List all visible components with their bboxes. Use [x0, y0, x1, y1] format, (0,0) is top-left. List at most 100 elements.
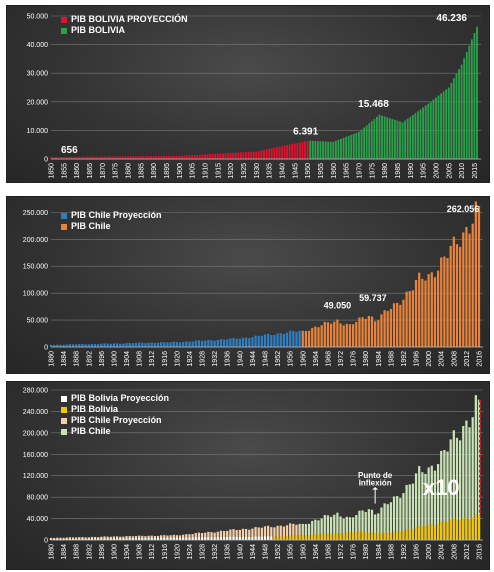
legend-item: PIB Chile Proyección [61, 210, 162, 221]
bar [364, 532, 367, 540]
x-tick-label: 1952 [275, 544, 282, 560]
bar [442, 91, 445, 159]
bar [175, 342, 179, 347]
bar [473, 33, 476, 159]
bar [292, 535, 295, 540]
bar [62, 537, 65, 540]
bar [216, 537, 219, 540]
bar [150, 537, 153, 540]
bar [219, 537, 223, 540]
bar [291, 143, 294, 159]
bar [399, 498, 402, 540]
y-tick-label: 160.000 [23, 452, 48, 459]
bar [169, 535, 172, 540]
bar [405, 291, 408, 347]
bar [427, 103, 430, 159]
bar [351, 532, 355, 540]
x-tick-label: 1960 [300, 544, 307, 560]
bar [115, 343, 119, 347]
bar [216, 339, 219, 347]
bar [254, 335, 257, 347]
bar [128, 343, 131, 347]
bar [408, 291, 411, 347]
bar [383, 116, 386, 159]
x-tick-label: 2016 [477, 544, 484, 560]
x-tick-label: 1885 [138, 163, 145, 179]
bar [235, 338, 238, 347]
bar [109, 536, 112, 540]
bar [358, 131, 360, 159]
bar [336, 532, 339, 540]
bar [316, 141, 319, 159]
bar [323, 515, 326, 540]
bar [91, 156, 93, 159]
bar [370, 532, 374, 540]
bar [213, 532, 216, 540]
bar [156, 342, 160, 347]
bar [476, 26, 478, 159]
bar [242, 152, 245, 159]
bar [160, 535, 163, 540]
bar [173, 155, 176, 159]
bar [182, 341, 185, 347]
bar [270, 536, 273, 540]
bar [96, 156, 99, 159]
bar [83, 156, 86, 159]
bar [326, 533, 330, 540]
x-tick-label: 1980 [363, 544, 370, 560]
legend-item: PIB Chile [61, 426, 169, 437]
bar [119, 156, 122, 159]
y-tick-label: 200.000 [23, 430, 48, 437]
bar [139, 156, 142, 159]
bar [301, 330, 304, 347]
bar [232, 337, 235, 347]
bar [333, 514, 336, 540]
bar [188, 155, 191, 159]
x-tick-label: 1970 [356, 163, 363, 179]
bar [406, 118, 409, 159]
bar [392, 531, 396, 540]
bar [84, 538, 87, 540]
bar [414, 526, 418, 540]
bar [80, 156, 83, 159]
bar [404, 120, 407, 159]
x-tick-label: 1924 [187, 351, 194, 367]
bar [393, 119, 396, 159]
bar [433, 525, 437, 540]
bar [293, 143, 296, 159]
bar [232, 536, 235, 540]
bar [279, 525, 282, 540]
bar [106, 343, 109, 347]
bar [468, 233, 471, 347]
bar [68, 344, 72, 347]
bar [188, 534, 191, 540]
x-tick-label: 1988 [388, 351, 395, 367]
bar [339, 323, 342, 347]
bar [465, 420, 468, 540]
x-tick-label: 1916 [162, 351, 169, 367]
bar [401, 122, 404, 159]
bar [374, 321, 377, 347]
y-tick-label: 40.000 [27, 516, 49, 523]
legend-label: PIB BOLIVIA [71, 25, 126, 35]
bar [309, 140, 312, 159]
bar [474, 395, 477, 540]
bar [175, 535, 179, 540]
bar [334, 140, 337, 159]
bar [93, 536, 97, 540]
bar [257, 536, 260, 540]
x-tick-label: 2000 [426, 544, 433, 560]
bar [125, 343, 128, 347]
multiplier-label: x10 [423, 475, 460, 500]
bar [137, 156, 140, 159]
legend: PIB Chile Proyección PIB Chile [61, 210, 162, 232]
x-tick-label: 1944 [250, 351, 257, 367]
bar [248, 529, 251, 540]
bar [49, 344, 53, 347]
bar [191, 537, 194, 540]
bar [191, 534, 194, 540]
bar [323, 533, 326, 540]
bar [103, 538, 106, 540]
bar [97, 538, 100, 540]
bar [437, 95, 440, 159]
